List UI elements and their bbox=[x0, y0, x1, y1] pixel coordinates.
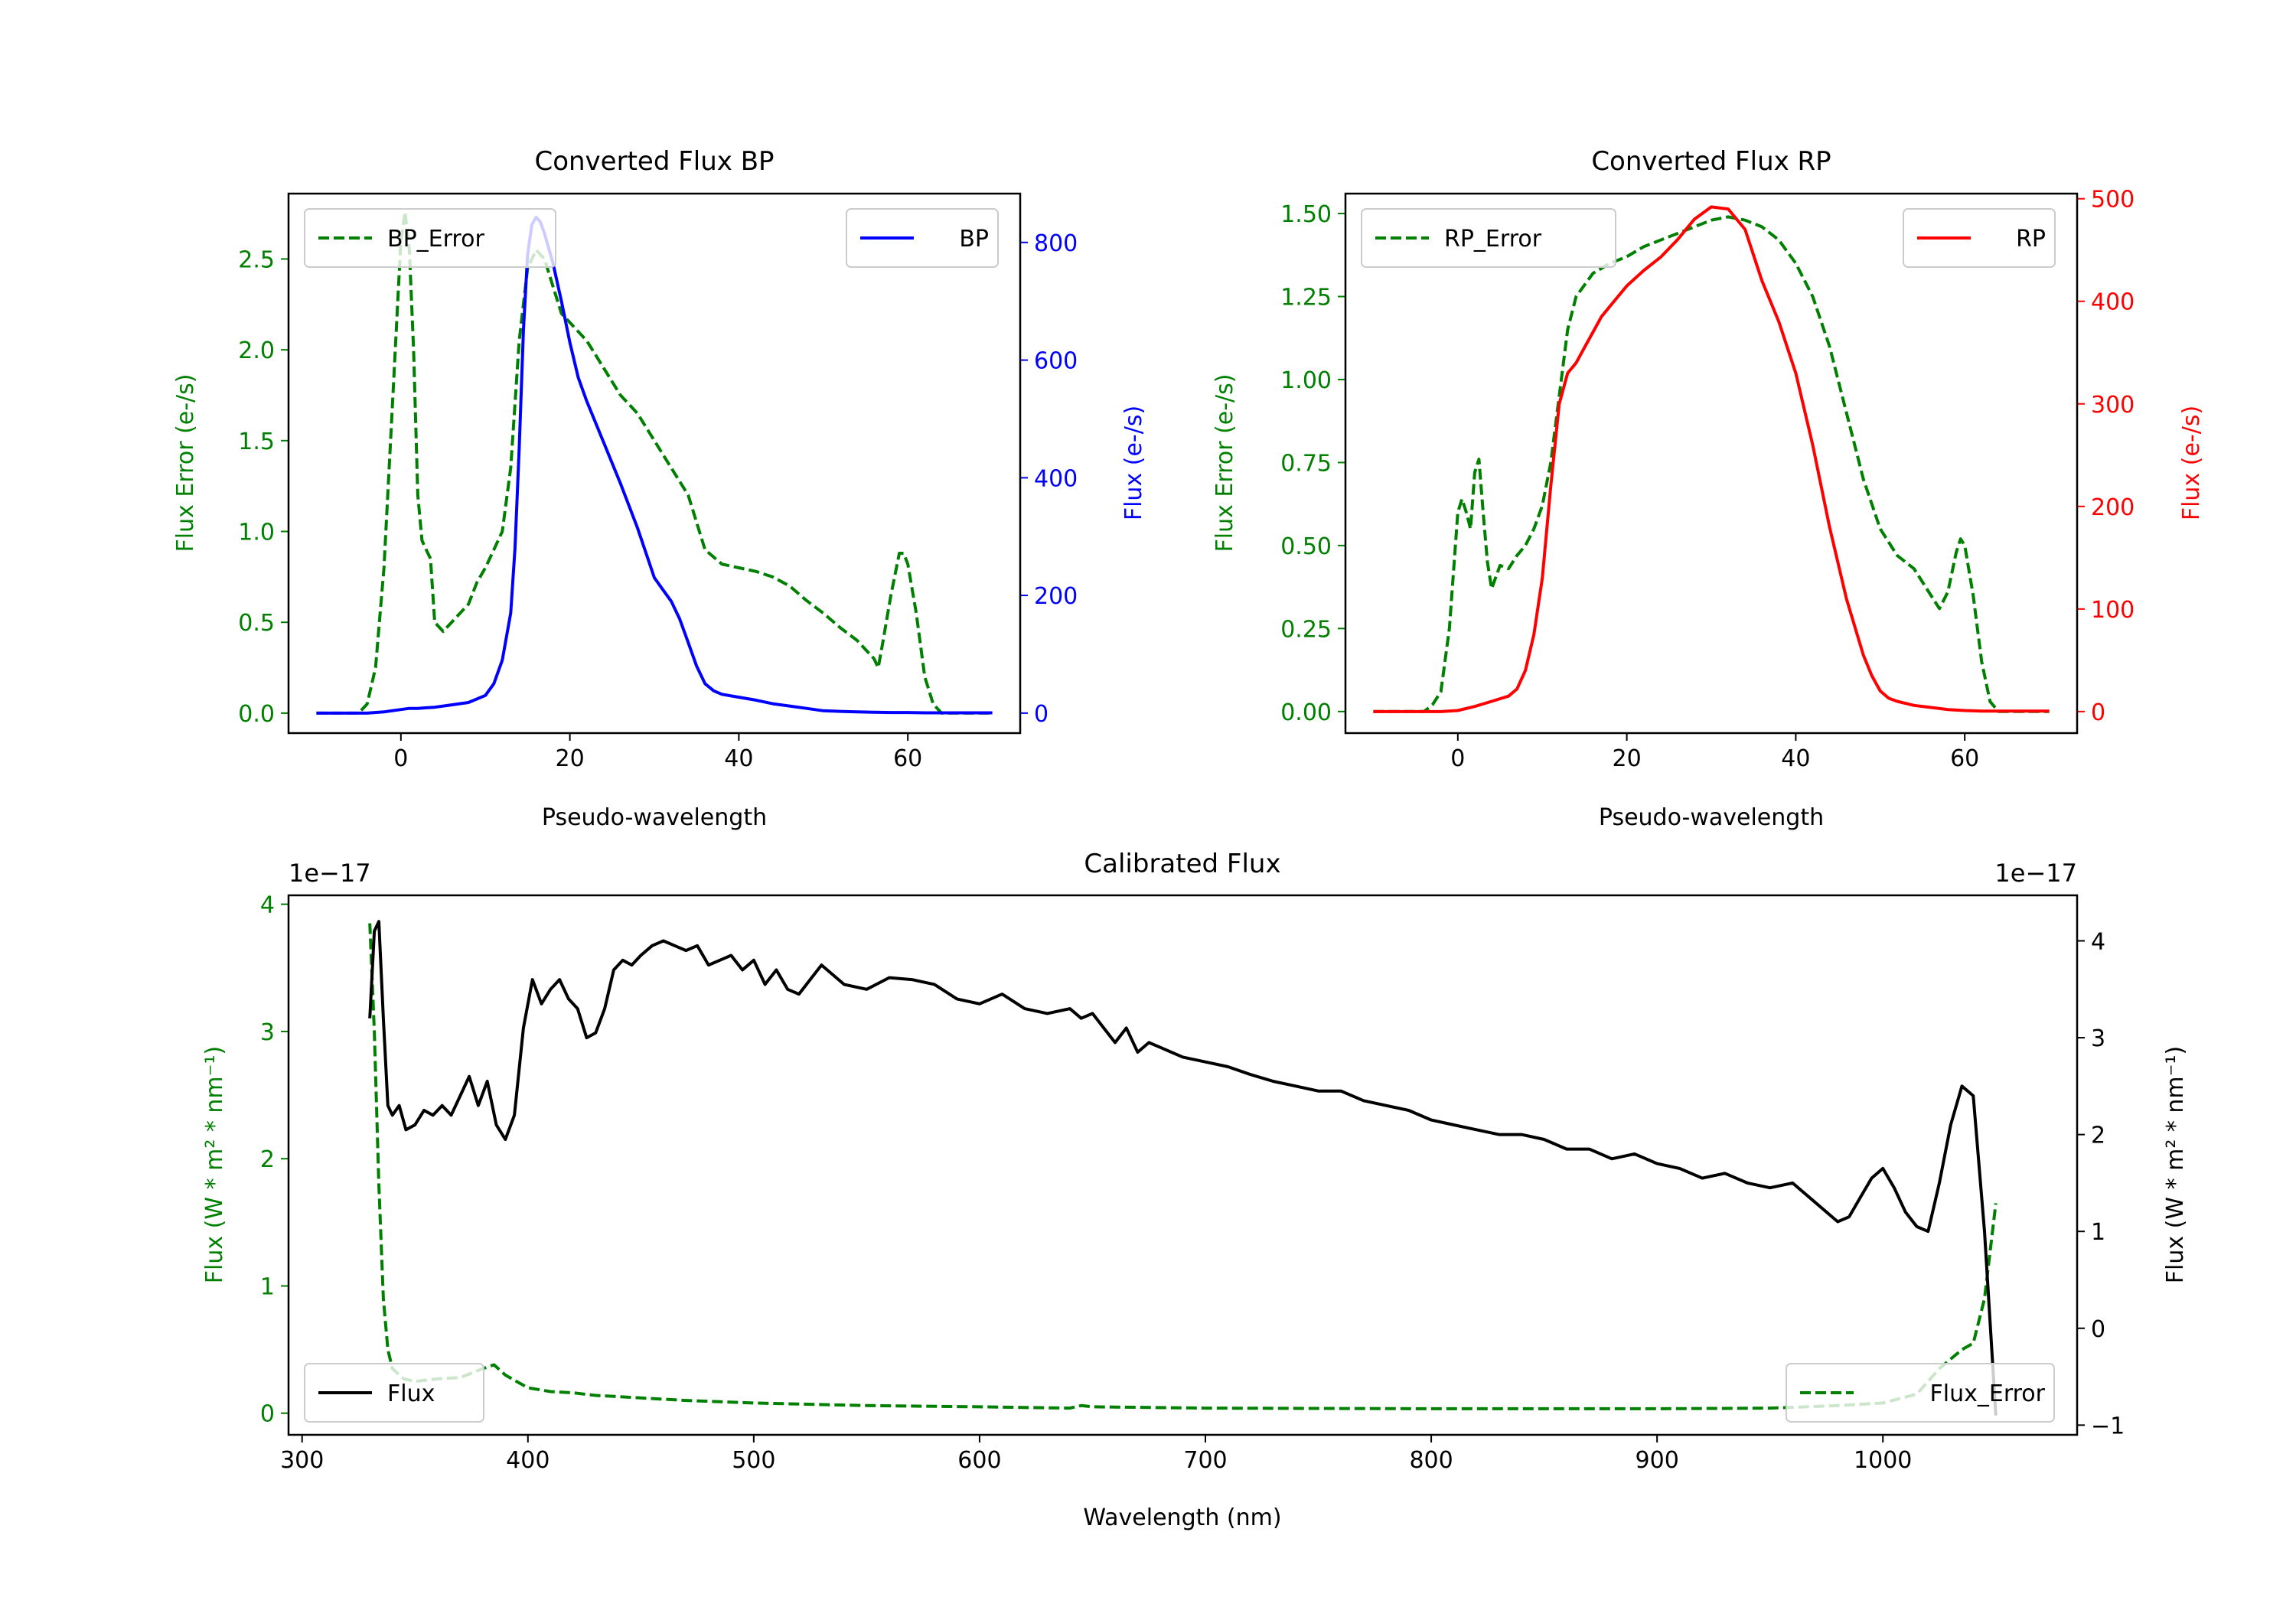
x-tick-label-bp: 0 bbox=[393, 745, 408, 772]
legend-label-bp-error: BP_Error bbox=[387, 226, 484, 253]
chart-title-rp: Converted Flux RP bbox=[1591, 146, 1831, 177]
y-axis-right-label-calibrated: Flux (W * m² * nm⁻¹) bbox=[2162, 1046, 2189, 1283]
y-left-tick-label-cal: 1 bbox=[260, 1273, 275, 1300]
y-right-tick-label-cal: 3 bbox=[2091, 1025, 2105, 1052]
y-left-tick-label-cal: 4 bbox=[260, 892, 275, 919]
chart-title-calibrated: Calibrated Flux bbox=[1084, 849, 1280, 879]
legend-label-bp: BP bbox=[959, 226, 989, 253]
y-left-tick-label-rp: 0.50 bbox=[1280, 533, 1332, 560]
series-line-bp-bp bbox=[316, 215, 993, 715]
y-left-tick-label-bp: 1.5 bbox=[238, 429, 275, 455]
legend-label-flux: Flux bbox=[387, 1380, 435, 1407]
x-tick-label-cal: 1000 bbox=[1854, 1447, 1912, 1474]
chart-title-bp: Converted Flux BP bbox=[534, 146, 774, 177]
y-left-tick-label-rp: 1.00 bbox=[1280, 367, 1332, 394]
legend-label-flux-error: Flux_Error bbox=[1930, 1380, 2046, 1407]
y-right-tick-label-bp: 200 bbox=[1034, 583, 1078, 610]
y-left-tick-label-cal: 2 bbox=[260, 1146, 275, 1173]
y-left-tick-label-rp: 0.25 bbox=[1280, 616, 1332, 643]
legend-bp-error: BP_Error bbox=[304, 208, 556, 268]
legend-label-rp-error: RP_Error bbox=[1444, 226, 1542, 253]
y-left-tick-label-rp: 1.50 bbox=[1280, 201, 1332, 228]
y-right-tick-label-cal: 4 bbox=[2091, 928, 2105, 955]
y-axis-left-label-rp: Flux Error (e-/s) bbox=[1212, 374, 1238, 553]
x-tick-label-rp: 20 bbox=[1613, 745, 1642, 772]
y-right-tick-label-rp: 0 bbox=[2091, 699, 2105, 726]
y-axis-right-label-bp: Flux (e-/s) bbox=[1120, 406, 1147, 520]
x-tick-label-rp: 0 bbox=[1450, 745, 1465, 772]
y-left-tick-label-cal: 3 bbox=[260, 1019, 275, 1046]
x-tick-label-cal: 700 bbox=[1183, 1447, 1227, 1474]
series-line-flux-cal bbox=[368, 920, 1998, 1416]
x-tick-label-rp: 60 bbox=[1950, 745, 1979, 772]
x-tick-label-cal: 600 bbox=[957, 1447, 1001, 1474]
y-left-tick-label-bp: 0.5 bbox=[238, 610, 275, 637]
panel-calibrated-flux: Calibrated Flux 1e−17 1e−17 300 400 500 600… bbox=[201, 849, 2189, 1531]
y-axis-left-label-calibrated: Flux (W * m² * nm⁻¹) bbox=[201, 1046, 228, 1283]
y-axis-right-label-rp: Flux (e-/s) bbox=[2178, 406, 2205, 520]
x-tick-label-cal: 900 bbox=[1636, 1447, 1679, 1474]
y-right-tick-label-cal: 1 bbox=[2091, 1219, 2105, 1246]
x-tick-label-bp: 20 bbox=[556, 745, 585, 772]
y-right-tick-label-bp: 400 bbox=[1034, 465, 1078, 492]
x-axis-label-bp: Pseudo-wavelength bbox=[542, 804, 767, 831]
y-left-tick-label-cal: 0 bbox=[260, 1401, 275, 1428]
y-right-tick-label-rp: 500 bbox=[2091, 187, 2135, 214]
y-left-tick-label-rp: 0.00 bbox=[1280, 699, 1332, 726]
plot-frame-calibrated bbox=[287, 894, 2079, 1436]
x-tick-label-cal: 300 bbox=[280, 1447, 324, 1474]
panel-converted-flux-bp: Converted Flux BP 0 20 40 60 0.0 0.5 1.0 1.5 2.0… bbox=[172, 146, 1147, 831]
y-left-tick-label-bp: 1.0 bbox=[238, 520, 275, 546]
legend-label-rp: RP bbox=[2016, 226, 2046, 253]
offset-label-left: 1e−17 bbox=[289, 859, 371, 888]
y-right-tick-label-bp: 600 bbox=[1034, 348, 1078, 375]
y-right-tick-label-cal: −1 bbox=[2091, 1413, 2125, 1439]
series-line-rp-error-rp bbox=[1373, 215, 2050, 713]
offset-label-right: 1e−17 bbox=[1994, 859, 2077, 888]
x-tick-label-rp: 40 bbox=[1781, 745, 1810, 772]
x-tick-label-cal: 500 bbox=[732, 1447, 775, 1474]
legend-rp-error: RP_Error bbox=[1361, 208, 1616, 268]
y-right-tick-label-rp: 100 bbox=[2091, 597, 2135, 624]
legend-rp: RP bbox=[1903, 208, 2056, 268]
legend-flux-error: Flux_Error bbox=[1786, 1363, 2055, 1423]
y-right-tick-label-rp: 400 bbox=[2091, 289, 2135, 316]
y-left-tick-label-bp: 2.0 bbox=[238, 337, 275, 364]
y-axis-left-label-bp: Flux Error (e-/s) bbox=[172, 374, 199, 553]
y-right-tick-label-rp: 300 bbox=[2091, 392, 2135, 419]
series-line-flux-error-cal bbox=[368, 923, 1998, 1410]
y-left-tick-label-bp: 0.0 bbox=[238, 701, 275, 728]
series-line-bp-error-bp bbox=[316, 210, 993, 715]
x-tick-label-cal: 400 bbox=[506, 1447, 550, 1474]
y-left-tick-label-bp: 2.5 bbox=[238, 246, 275, 273]
series-line-rp-rp bbox=[1373, 205, 2050, 713]
legend-flux: Flux bbox=[304, 1363, 484, 1423]
plot-frame-rp bbox=[1344, 192, 2079, 735]
x-axis-label-rp: Pseudo-wavelength bbox=[1599, 804, 1824, 831]
y-left-tick-label-rp: 0.75 bbox=[1280, 450, 1332, 477]
y-right-tick-label-rp: 200 bbox=[2091, 494, 2135, 521]
x-tick-label-bp: 40 bbox=[724, 745, 753, 772]
x-tick-label-bp: 60 bbox=[893, 745, 922, 772]
plot-frame-bp bbox=[287, 192, 1022, 735]
y-right-tick-label-cal: 2 bbox=[2091, 1123, 2105, 1149]
y-right-tick-label-cal: 0 bbox=[2091, 1316, 2105, 1343]
y-right-tick-label-bp: 800 bbox=[1034, 230, 1078, 257]
panel-converted-flux-rp: Converted Flux RP 0 20 40 60 0.00 0.25 0.50 0.7… bbox=[1212, 146, 2205, 831]
y-right-tick-label-bp: 0 bbox=[1034, 701, 1049, 728]
x-axis-label-calibrated: Wavelength (nm) bbox=[1083, 1504, 1281, 1531]
x-tick-label-cal: 800 bbox=[1409, 1447, 1453, 1474]
legend-bp: BP bbox=[846, 208, 999, 268]
y-left-tick-label-rp: 1.25 bbox=[1280, 284, 1332, 311]
